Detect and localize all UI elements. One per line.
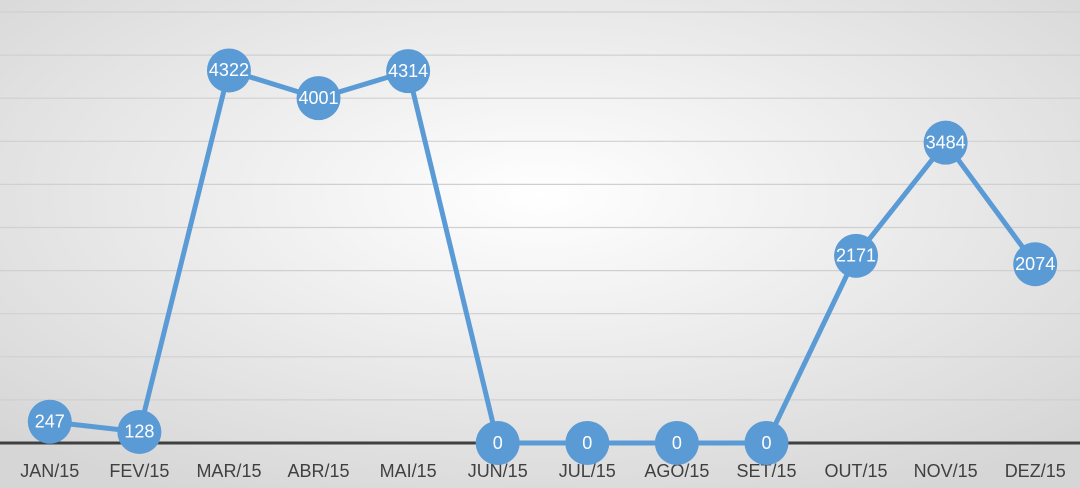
marker (834, 233, 879, 278)
data-label: 4314 (388, 61, 428, 81)
marker (744, 421, 789, 465)
x-tick-label: FEV/15 (109, 461, 169, 481)
marker (206, 48, 251, 93)
marker (923, 120, 968, 165)
data-label: 247 (35, 411, 65, 431)
marker (296, 76, 341, 121)
x-tick-label: JUL/15 (559, 461, 616, 481)
x-tick-label: DEZ/15 (1005, 461, 1066, 481)
line (49, 67, 1038, 446)
marker (475, 421, 520, 465)
marker (117, 409, 162, 454)
marker (27, 399, 72, 444)
data-label: 4001 (299, 88, 339, 108)
data-label: 0 (672, 433, 682, 453)
data-label: 2074 (1015, 254, 1055, 274)
data-label: 4322 (209, 60, 249, 80)
marker (565, 421, 610, 465)
x-tick-label: MAR/15 (196, 461, 261, 481)
x-tick-label: JAN/15 (20, 461, 79, 481)
x-tick-label: ABR/15 (288, 461, 350, 481)
x-tick-label: MAI/15 (380, 461, 437, 481)
x-tick-label: JUN/15 (468, 461, 528, 481)
data-label: 2171 (836, 246, 876, 266)
data-label: 3484 (926, 132, 966, 152)
x-tick-label: NOV/15 (914, 461, 978, 481)
x-tick-label: SET/15 (736, 461, 796, 481)
marker (1013, 242, 1058, 287)
data-label: 128 (124, 422, 154, 442)
data-label: 0 (761, 433, 771, 453)
data-label: 0 (493, 433, 503, 453)
x-tick-label: OUT/15 (825, 461, 888, 481)
marker (386, 49, 431, 94)
marker (654, 421, 699, 465)
data-label: 0 (582, 433, 592, 453)
x-tick-label: AGO/15 (644, 461, 709, 481)
